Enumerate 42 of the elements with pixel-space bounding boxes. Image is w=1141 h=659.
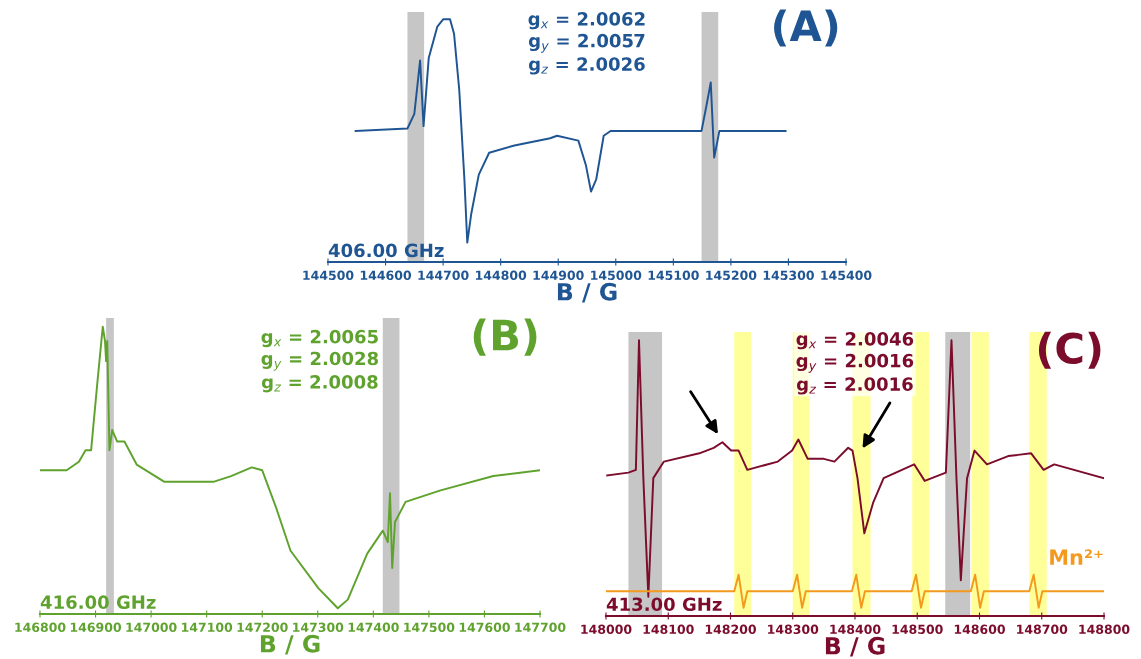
chart-title: (B) — [473, 318, 537, 356]
x-tick-label: 147100 — [181, 622, 233, 633]
x-axis-title: B / G — [557, 282, 617, 303]
x-tick-label: 146900 — [70, 622, 122, 633]
x-tick-label: 145300 — [763, 270, 814, 281]
x-tick-label: 148600 — [954, 624, 1005, 635]
x-tick-label: 147000 — [126, 622, 177, 633]
x-tick-label: 147300 — [293, 622, 344, 633]
x-tick-label: 148200 — [705, 624, 756, 635]
x-tick-label: 145100 — [648, 270, 699, 281]
x-tick-label: 144500 — [303, 270, 354, 281]
annotation: 406.00 GHz — [328, 243, 444, 258]
x-tick-label: 144700 — [418, 270, 469, 281]
text: g$_{x}$ = 2.0062 g$_{y}$ = 2.0057 g$_{z}$ = 2.0026 — [528, 12, 645, 75]
x-tick-label: 146800 — [15, 622, 66, 633]
x-tick-label: 147400 — [348, 622, 399, 633]
x-tick-label: 147700 — [515, 622, 566, 633]
x-tick-label: 148000 — [581, 624, 632, 635]
x-tick-label: 147600 — [459, 622, 510, 633]
x-tick-label: 148700 — [1017, 624, 1068, 635]
x-tick-label: 144900 — [533, 270, 584, 281]
text: g$_{x}$ = 2.0046 g$_{y}$ = 2.0016 g$_{z}$ = 2.0016 — [796, 332, 914, 395]
x-tick-label: 148800 — [1079, 624, 1130, 635]
x-axis-title: B / G — [260, 634, 320, 655]
x-tick-label: 147500 — [404, 622, 455, 633]
x-axis-title: B / G — [825, 636, 885, 657]
annotation: 416.00 GHz — [40, 595, 156, 610]
x-tick-label: 145000 — [591, 270, 642, 281]
x-tick-label: 147200 — [237, 622, 288, 633]
chart-title: (A) — [774, 9, 838, 47]
chart-title: (C) — [1038, 331, 1101, 369]
x-tick-label: 145400 — [821, 270, 872, 281]
x-tick-label: 148100 — [643, 624, 694, 635]
x-tick-label: 148300 — [768, 624, 819, 635]
x-tick-label: 148400 — [830, 624, 881, 635]
x-tick-label: 145200 — [706, 270, 757, 281]
text: g$_{x}$ = 2.0065 g$_{y}$ = 2.0028 g$_{z}$ = 2.0008 — [261, 329, 379, 393]
x-tick-label: 148500 — [892, 624, 943, 635]
annotation: 413.00 GHz — [606, 597, 722, 612]
x-tick-label: 144800 — [475, 270, 527, 281]
x-tick-label: 144600 — [360, 270, 412, 281]
series-label: Mn²⁺ — [1050, 549, 1103, 565]
